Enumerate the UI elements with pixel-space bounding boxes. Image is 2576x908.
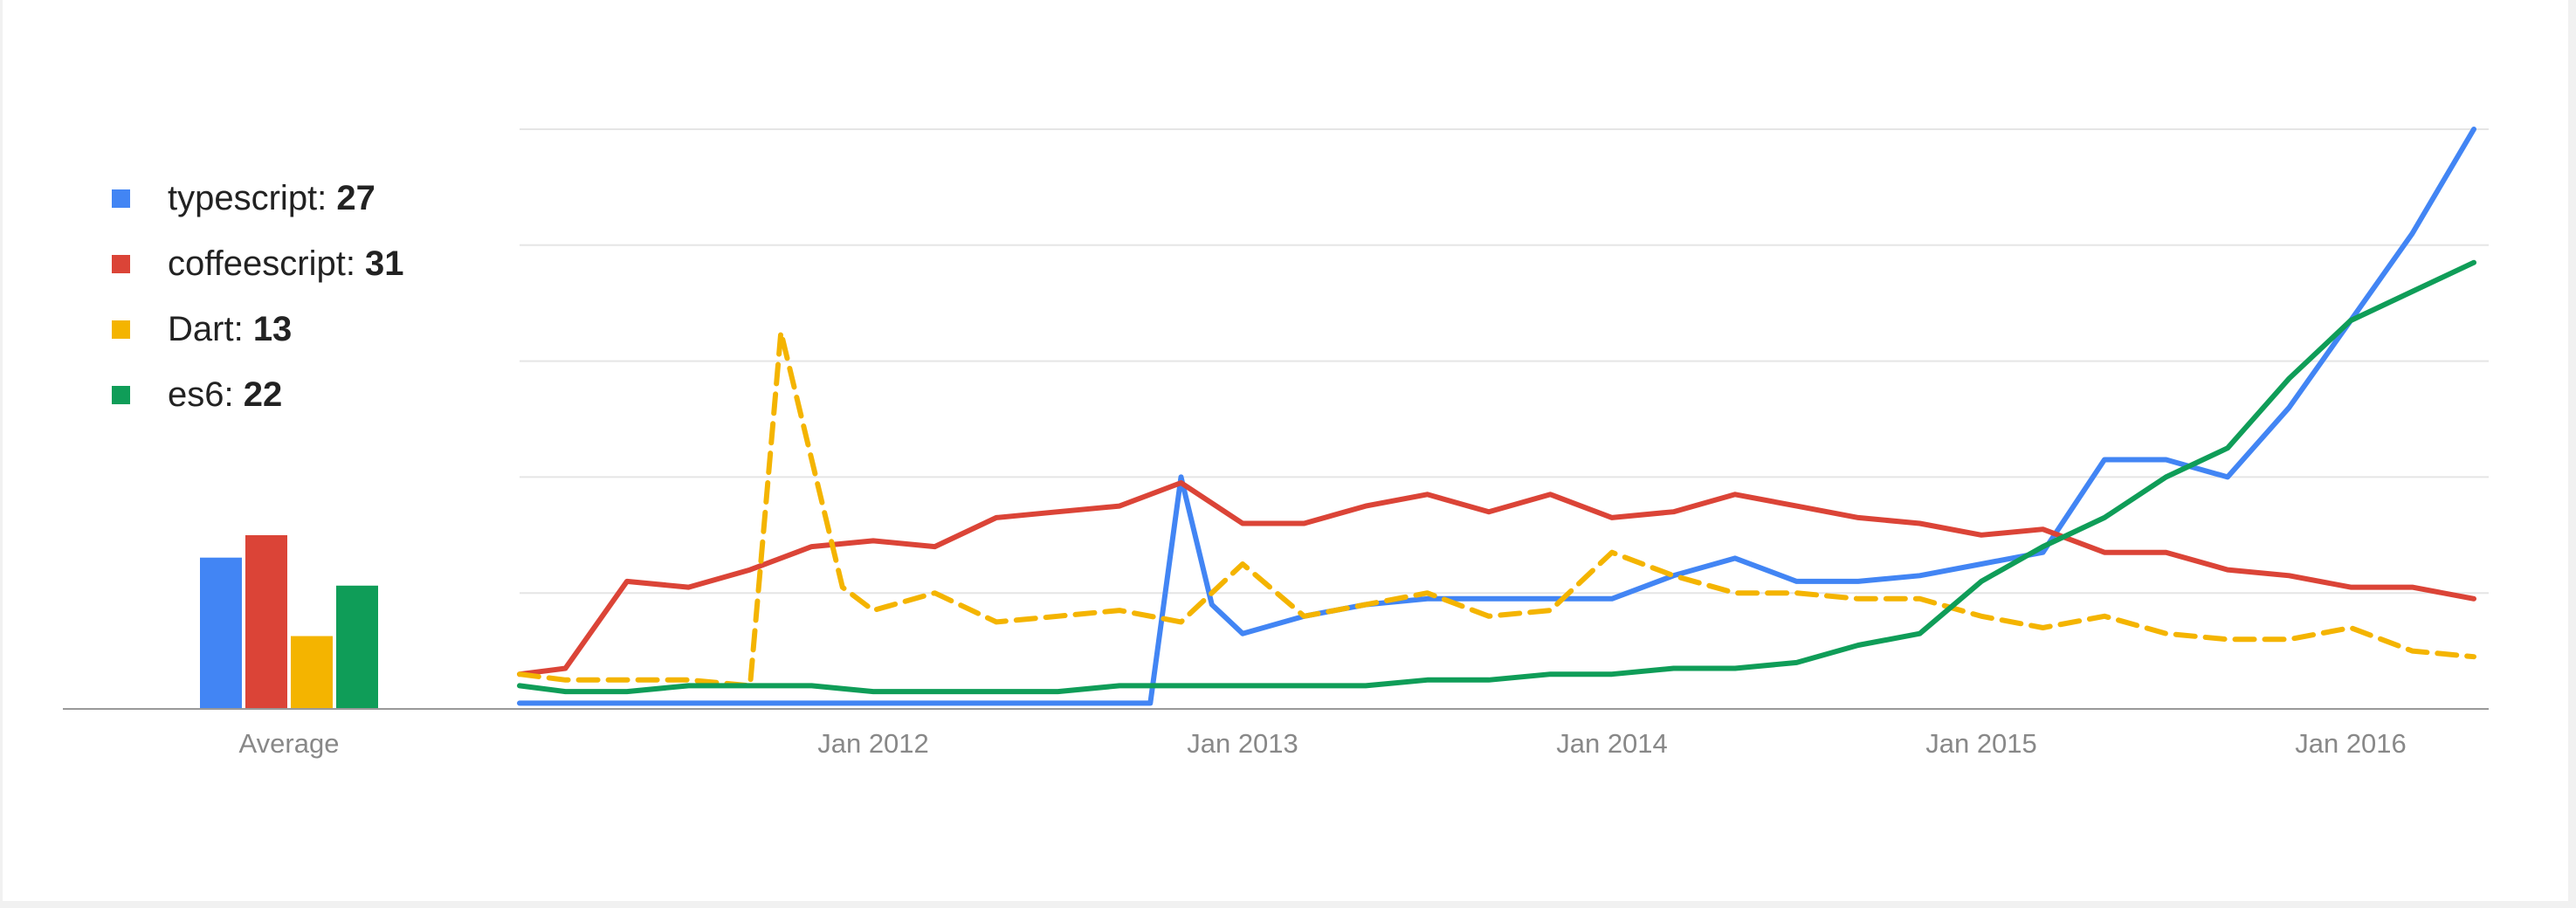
legend: typescript: 27 coffeescript: 31 Dart: 13… <box>112 166 404 428</box>
series-line-typescript <box>517 127 2476 706</box>
legend-item-coffeescript[interactable]: coffeescript: 31 <box>112 231 404 297</box>
legend-label-coffeescript: coffeescript: 31 <box>168 244 404 283</box>
legend-label-dart: Dart: 13 <box>168 310 293 348</box>
legend-item-dart[interactable]: Dart: 13 <box>112 297 404 362</box>
x-tick-label: Jan 2015 <box>1925 728 2037 759</box>
average-bars <box>200 535 378 709</box>
x-tick-label: Jan 2013 <box>1187 728 1298 759</box>
average-bar-typescript <box>200 557 242 709</box>
legend-swatch-typescript <box>112 189 130 208</box>
series-lines <box>517 127 2476 706</box>
series-line-es6 <box>517 259 2476 695</box>
legend-swatch-es6 <box>112 386 130 404</box>
x-tick-label: Jan 2012 <box>817 728 929 759</box>
legend-swatch-coffeescript <box>112 255 130 273</box>
legend-label-typescript: typescript: 27 <box>168 179 375 217</box>
legend-item-typescript[interactable]: typescript: 27 <box>112 166 404 231</box>
gridlines <box>520 128 2489 595</box>
average-label: Average <box>239 728 340 759</box>
legend-swatch-dart <box>112 320 130 339</box>
average-bar-es6 <box>336 585 378 709</box>
x-tick-label: Jan 2014 <box>1556 728 1668 759</box>
x-axis: Average Jan 2012 Jan 2013 Jan 2014 Jan 2015… <box>63 708 2489 759</box>
series-line-dart <box>517 329 2476 689</box>
average-bar-coffeescript <box>245 535 287 709</box>
series-line-coffeescript <box>517 480 2476 678</box>
legend-item-es6[interactable]: es6: 22 <box>112 362 404 428</box>
average-bar-dart <box>291 636 333 709</box>
legend-label-es6: es6: 22 <box>168 375 283 414</box>
x-tick-label: Jan 2016 <box>2295 728 2407 759</box>
chart-card: typescript: 27 coffeescript: 31 Dart: 13… <box>3 0 2568 901</box>
